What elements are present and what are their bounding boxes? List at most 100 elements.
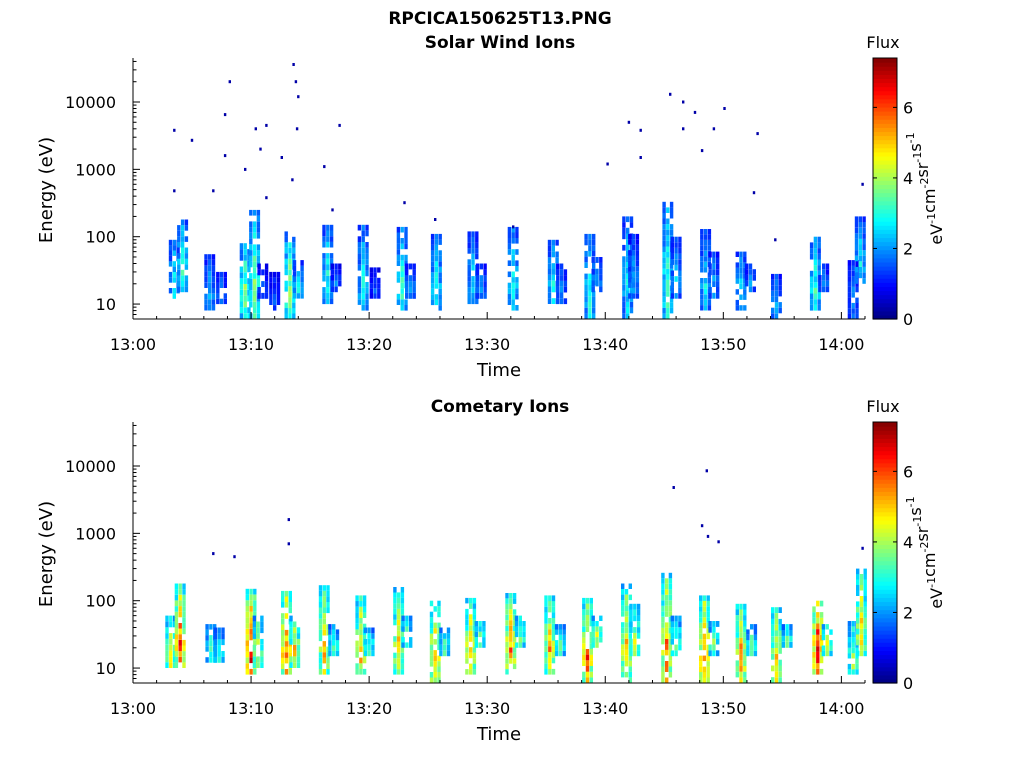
heatmap-cell <box>703 267 708 273</box>
heatmap-cell <box>863 590 867 596</box>
heatmap-cell <box>662 274 666 280</box>
heatmap-cell <box>296 644 301 651</box>
heatmap-cell <box>674 253 678 260</box>
heatmap-cell <box>172 644 177 651</box>
heatmap-cell <box>551 251 555 258</box>
heatmap-cell <box>544 640 548 647</box>
heatmap-cell <box>396 299 401 305</box>
heatmap-cell <box>474 642 478 648</box>
heatmap-cell <box>585 597 590 604</box>
heatmap-cell <box>256 255 261 262</box>
heatmap-cell <box>169 662 173 668</box>
heatmap-cell <box>629 650 633 657</box>
colorbar-segment <box>873 172 897 177</box>
unit-base: s <box>906 507 925 515</box>
heatmap-cell <box>544 618 548 624</box>
heatmap-cell <box>429 655 434 662</box>
heatmap-cell <box>847 286 852 293</box>
heatmap-cell <box>357 264 362 271</box>
heatmap-cell <box>209 657 213 663</box>
heatmap-cell <box>355 652 359 658</box>
heatmap-cell <box>771 665 775 672</box>
heatmap-cell <box>243 289 247 296</box>
heatmap-cell <box>318 590 323 597</box>
heatmap-cell <box>628 633 632 639</box>
heatmap-cell <box>281 657 285 664</box>
heatmap-cell <box>856 612 860 618</box>
heatmap-cell <box>774 607 779 613</box>
heatmap-cell <box>512 663 517 670</box>
colorbar-segment <box>873 642 897 647</box>
colorbar-segment <box>873 638 897 643</box>
heatmap-cell <box>396 619 401 626</box>
data-column <box>328 624 340 657</box>
heatmap-cell <box>438 305 442 311</box>
heatmap-cell <box>288 602 292 608</box>
heatmap-cell <box>703 278 708 284</box>
heatmap-cell <box>322 618 326 625</box>
heatmap-cell <box>669 224 674 230</box>
heatmap-cell <box>357 236 362 242</box>
heatmap-cell <box>622 284 626 291</box>
heatmap-cell <box>288 590 292 597</box>
solar-wind-panel: Solar Wind Ions 13:00 13:10 13:20 13:30 13:4… <box>36 33 946 381</box>
heatmap-cell <box>211 271 216 277</box>
heatmap-cell <box>635 287 640 294</box>
heatmap-cell <box>329 224 334 231</box>
heatmap-cell <box>396 608 401 615</box>
heatmap-cell <box>591 626 595 632</box>
heatmap-cell <box>703 250 708 257</box>
data-column <box>699 595 710 683</box>
heatmap-cell <box>702 666 707 673</box>
heatmap-cell <box>636 609 641 616</box>
heatmap-cell <box>284 280 288 287</box>
heatmap-cell <box>668 672 673 678</box>
heatmap-cell <box>471 253 475 260</box>
heatmap-cell <box>405 642 409 648</box>
colorbar-tick-label: 4 <box>903 533 913 552</box>
data-column <box>854 216 866 284</box>
heatmap-cell <box>326 253 330 259</box>
heatmap-cell <box>252 284 257 291</box>
heatmap-cell <box>216 298 220 305</box>
heatmap-cell <box>409 621 413 627</box>
heatmap-cell <box>469 603 473 609</box>
heatmap-cell <box>771 313 775 319</box>
colorbar-tick-label: 6 <box>903 98 913 117</box>
x-tick-label: 13:50 <box>700 699 746 718</box>
heatmap-cell <box>396 226 401 233</box>
y-tick-label: 10 <box>96 659 116 678</box>
colorbar-segment <box>873 475 897 480</box>
heatmap-cell <box>361 304 365 311</box>
heatmap-cell <box>332 640 336 646</box>
heatmap-cell <box>245 611 249 618</box>
heatmap-cell <box>180 247 185 254</box>
heatmap-cell <box>661 672 665 678</box>
colorbar-segment <box>873 568 897 574</box>
heatmap-cell <box>288 607 292 614</box>
heatmap-cell <box>735 643 739 650</box>
heatmap-cell <box>178 634 182 640</box>
colorbar-segment <box>873 495 897 501</box>
heatmap-cell <box>326 601 330 608</box>
heatmap-cell <box>582 597 586 604</box>
heatmap-cell <box>522 631 526 638</box>
colorbar-unit-label: eV-1cm-2sr-1s-1 <box>904 132 946 244</box>
heatmap-cell <box>703 245 708 251</box>
heatmap-cell <box>472 663 477 670</box>
colorbar-segment <box>873 532 897 537</box>
heatmap-cell <box>847 642 852 648</box>
heatmap-cell <box>256 621 260 628</box>
data-column <box>165 615 177 668</box>
heatmap-cell <box>628 260 632 267</box>
heatmap-cell <box>223 298 227 305</box>
heatmap-cell <box>482 642 486 648</box>
heatmap-cell <box>813 282 818 288</box>
scatter-cell <box>861 546 864 550</box>
unit-base: eV <box>927 588 946 609</box>
heatmap-cell <box>819 657 824 664</box>
heatmap-cell <box>509 598 513 604</box>
heatmap-cell <box>706 666 710 673</box>
heatmap-cell <box>434 299 439 306</box>
heatmap-cell <box>863 617 867 624</box>
